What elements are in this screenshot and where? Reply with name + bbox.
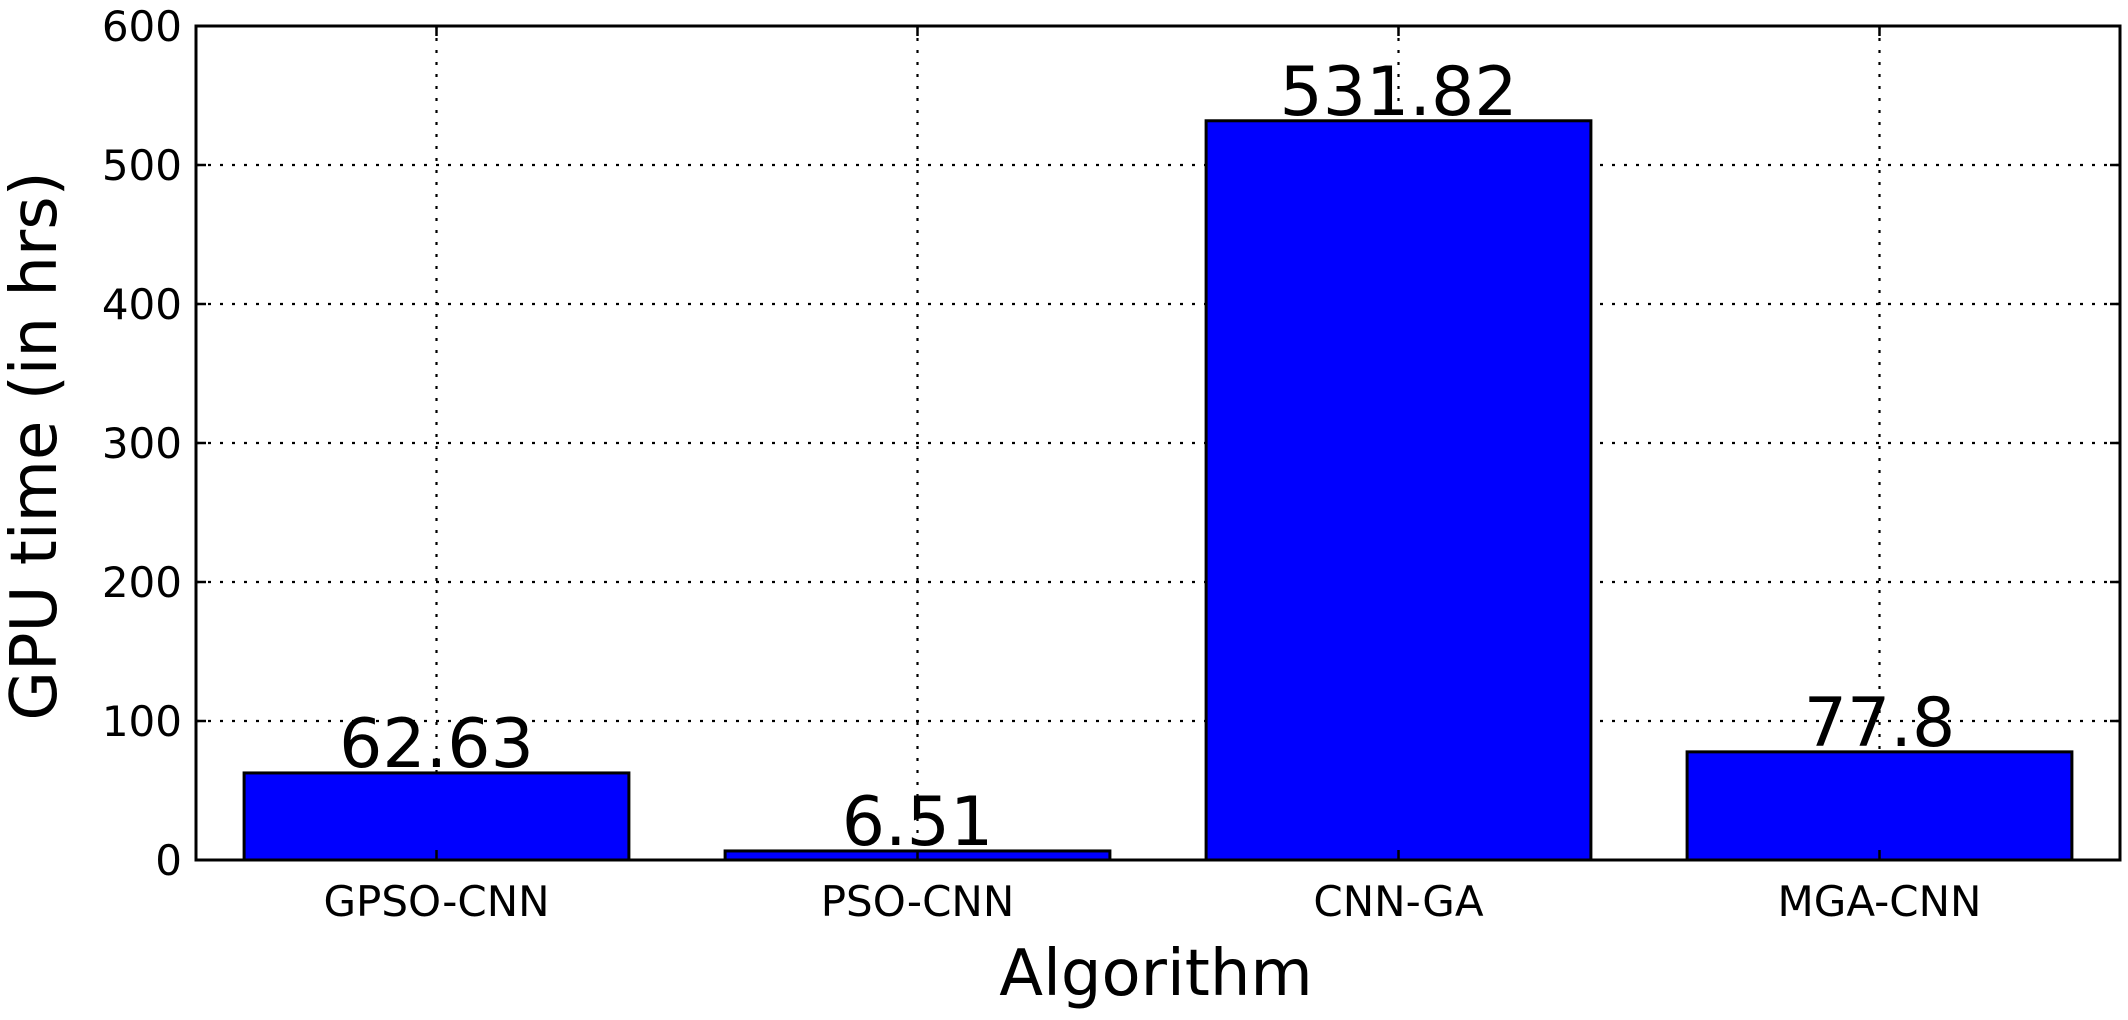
bar-cnn-ga xyxy=(1204,119,1593,862)
data-label: 531.82 xyxy=(1280,53,1518,132)
y-tick-label: 100 xyxy=(102,697,182,746)
data-label-layer: 62.63 6.51 531.82 77.8 xyxy=(339,53,1955,862)
y-tick-label: 0 xyxy=(155,836,182,885)
y-tick-label: 200 xyxy=(102,558,182,607)
data-label: 62.63 xyxy=(339,705,534,784)
data-label: 6.51 xyxy=(842,783,993,862)
data-label: 77.8 xyxy=(1804,684,1955,763)
y-axis-title: GPU time (in hrs) xyxy=(0,171,72,720)
x-axis-title: Algorithm xyxy=(999,937,1312,1011)
x-tick-label: MGA-CNN xyxy=(1778,877,1982,926)
bar-gpso-cnn xyxy=(242,771,631,862)
y-tick-label: 300 xyxy=(102,419,182,468)
bar-mga-cnn xyxy=(1685,750,2074,862)
y-tick-label: 600 xyxy=(102,2,182,51)
tick-layer: 0 100 200 300 400 500 600 GPSO-CNN PSO-CNN CNN-GA… xyxy=(102,2,2120,926)
x-tick-label: PSO-CNN xyxy=(821,877,1015,926)
x-tick-label: CNN-GA xyxy=(1313,877,1483,926)
x-tick-label: GPSO-CNN xyxy=(323,877,549,926)
y-tick-label: 500 xyxy=(102,141,182,190)
y-tick-label: 400 xyxy=(102,280,182,329)
